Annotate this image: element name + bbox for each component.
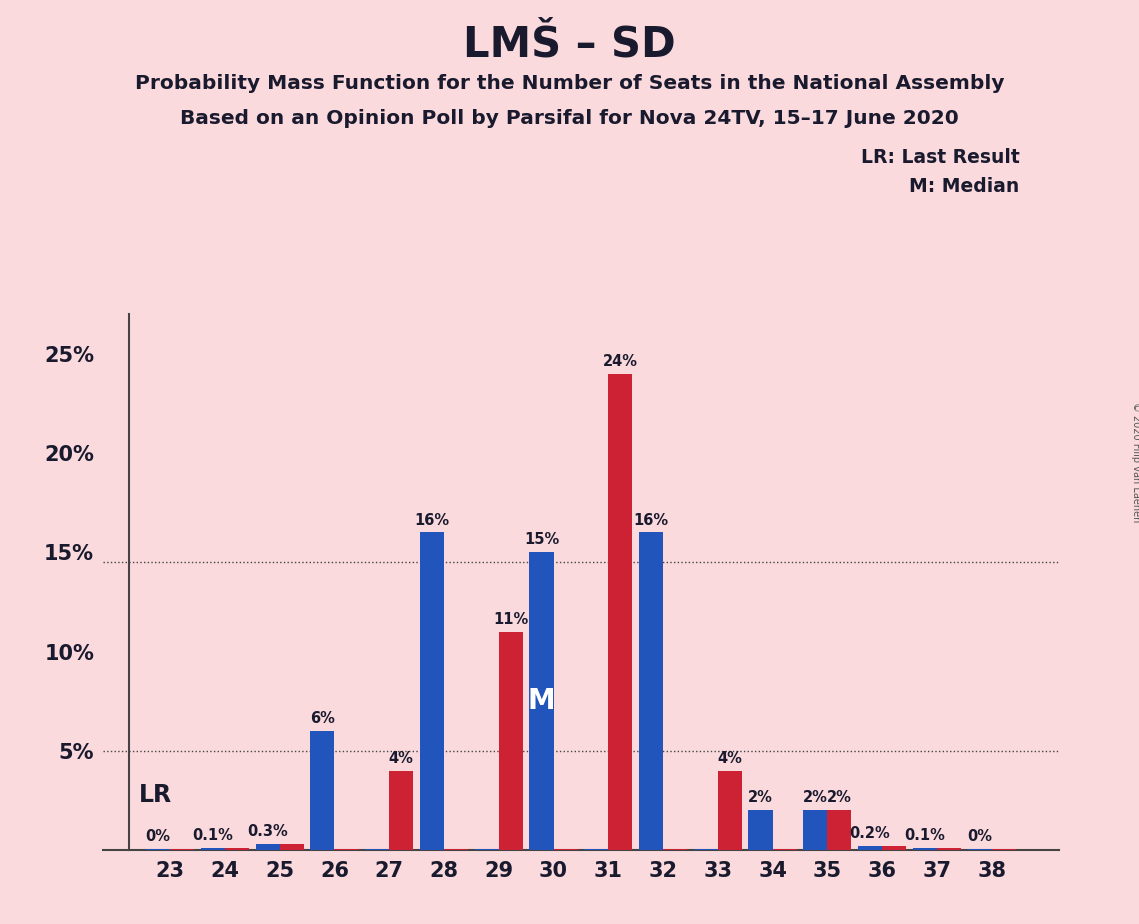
Text: 4%: 4%: [388, 750, 413, 766]
Text: 24%: 24%: [603, 354, 638, 369]
Bar: [968, 849, 992, 850]
Text: M: Median: M: Median: [909, 177, 1019, 197]
Bar: [882, 846, 907, 850]
Bar: [335, 849, 359, 850]
Bar: [718, 771, 741, 850]
Bar: [639, 532, 663, 850]
Bar: [554, 849, 577, 850]
Bar: [748, 810, 772, 850]
Text: 0.2%: 0.2%: [850, 826, 891, 841]
Bar: [200, 848, 224, 850]
Text: 16%: 16%: [415, 513, 450, 528]
Text: 0.1%: 0.1%: [192, 828, 233, 843]
Text: M: M: [527, 687, 556, 715]
Bar: [912, 848, 937, 850]
Bar: [146, 849, 170, 850]
Bar: [310, 731, 335, 850]
Text: 15%: 15%: [524, 532, 559, 547]
Bar: [390, 771, 413, 850]
Bar: [499, 632, 523, 850]
Bar: [858, 846, 882, 850]
Text: 0.1%: 0.1%: [904, 828, 945, 843]
Text: 16%: 16%: [633, 513, 669, 528]
Bar: [255, 845, 280, 850]
Text: © 2020 Filip van Laenen: © 2020 Filip van Laenen: [1131, 402, 1139, 522]
Text: 0.3%: 0.3%: [247, 824, 288, 839]
Bar: [366, 849, 390, 850]
Text: Probability Mass Function for the Number of Seats in the National Assembly: Probability Mass Function for the Number…: [134, 74, 1005, 93]
Bar: [937, 848, 961, 850]
Bar: [420, 532, 444, 850]
Bar: [772, 849, 796, 850]
Bar: [827, 810, 852, 850]
Text: 6%: 6%: [310, 711, 335, 726]
Text: 2%: 2%: [827, 790, 852, 806]
Text: 2%: 2%: [748, 790, 773, 806]
Text: LMŠ – SD: LMŠ – SD: [464, 23, 675, 65]
Bar: [224, 848, 249, 850]
Text: 4%: 4%: [718, 750, 743, 766]
Text: Based on an Opinion Poll by Parsifal for Nova 24TV, 15–17 June 2020: Based on an Opinion Poll by Parsifal for…: [180, 109, 959, 128]
Bar: [694, 849, 718, 850]
Text: 0%: 0%: [146, 829, 171, 845]
Bar: [530, 553, 554, 850]
Bar: [584, 849, 608, 850]
Bar: [444, 849, 468, 850]
Bar: [170, 849, 194, 850]
Text: 11%: 11%: [493, 612, 528, 626]
Text: 0%: 0%: [967, 829, 992, 845]
Bar: [663, 849, 687, 850]
Text: LR: LR: [139, 783, 172, 807]
Bar: [280, 845, 304, 850]
Text: 2%: 2%: [803, 790, 828, 806]
Bar: [608, 373, 632, 850]
Text: LR: Last Result: LR: Last Result: [861, 148, 1019, 167]
Bar: [803, 810, 827, 850]
Bar: [475, 849, 499, 850]
Bar: [992, 849, 1016, 850]
